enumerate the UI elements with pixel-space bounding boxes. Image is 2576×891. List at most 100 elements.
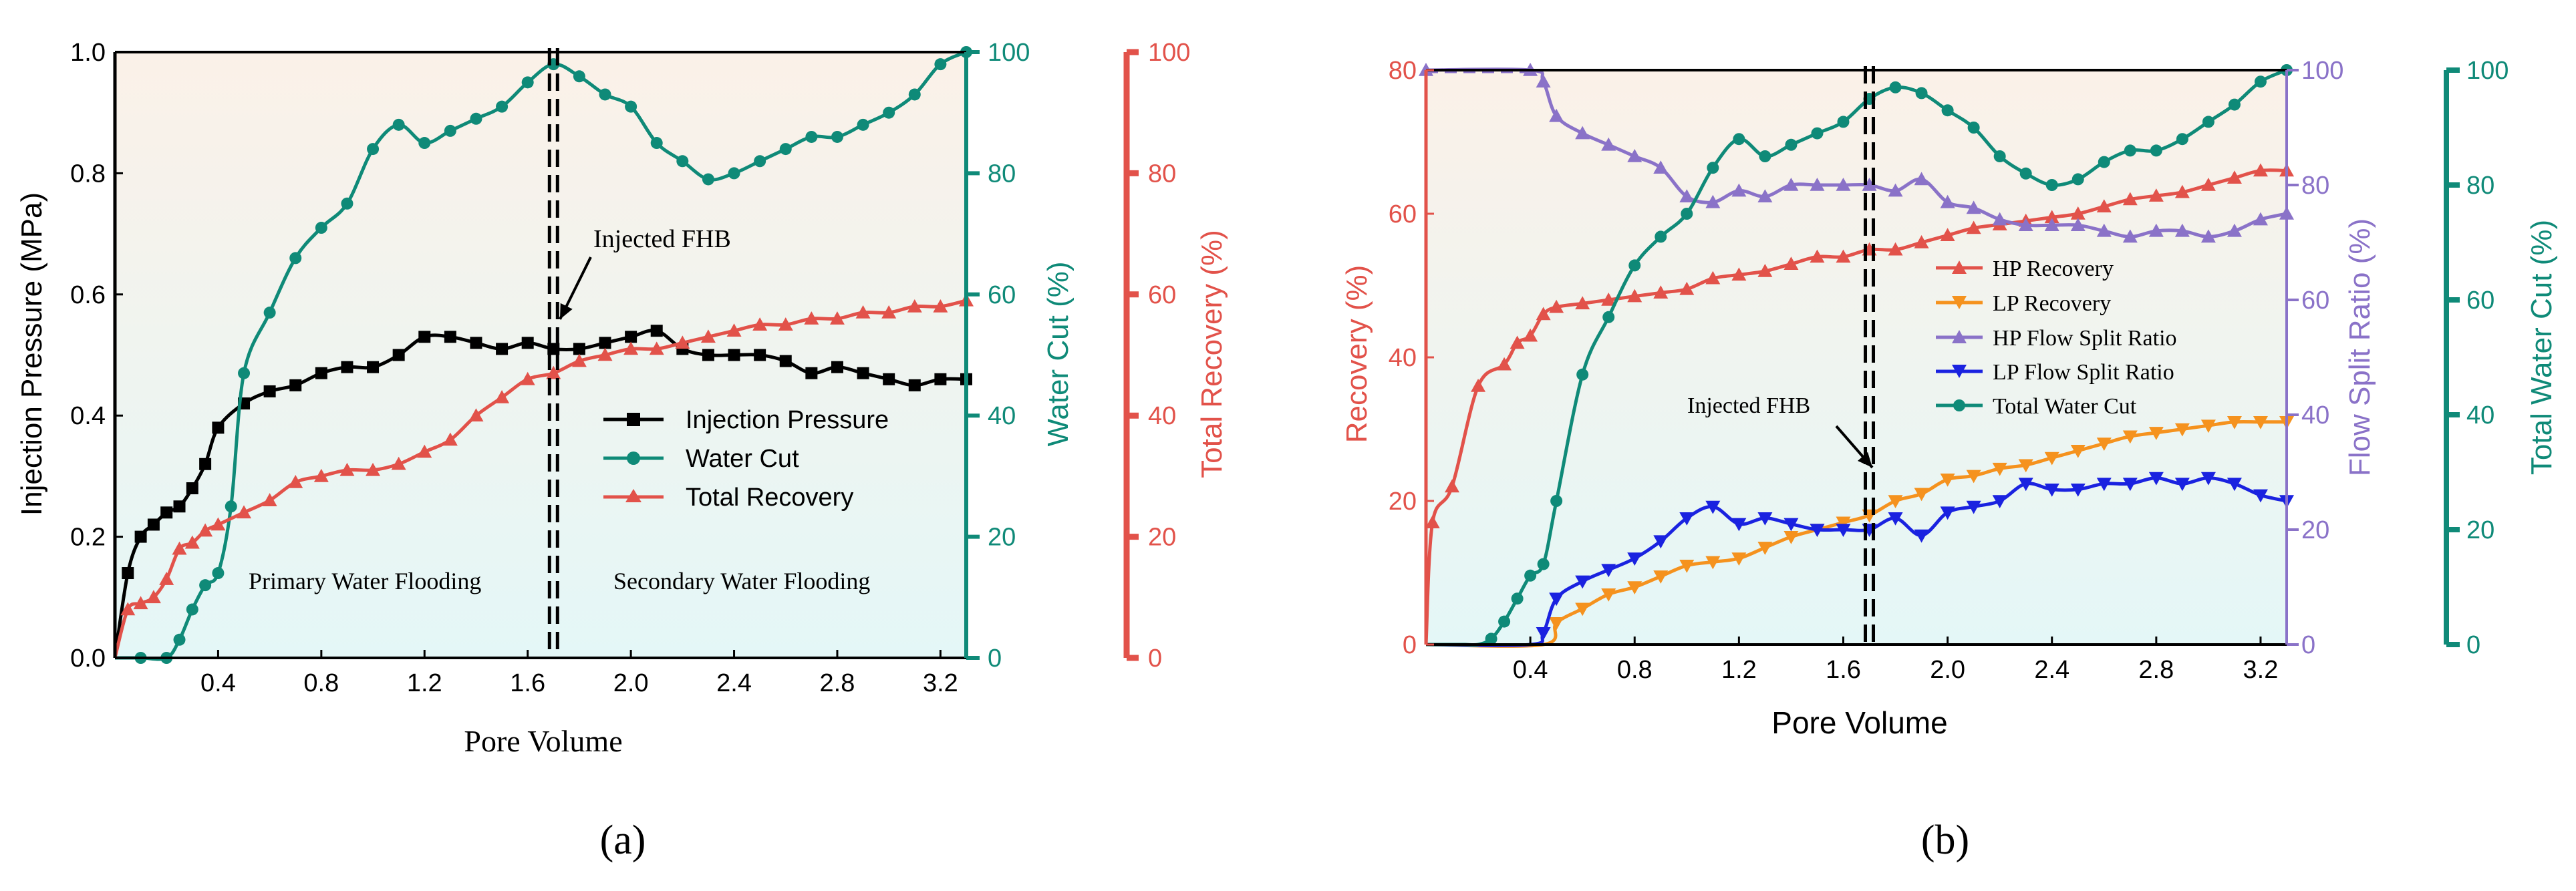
- total-recovery-tick-label: 0: [1148, 645, 1162, 673]
- data-point-water-cut: [315, 222, 327, 234]
- data-point-lp-recovery: [1836, 516, 1851, 530]
- data-point-total-recovery: [184, 535, 200, 549]
- data-point-total-recovery: [494, 389, 510, 403]
- data-point-total-water-cut: [2071, 173, 2084, 186]
- data-point-hp-recovery: [1445, 479, 1460, 493]
- data-point-hp-recovery: [2148, 188, 2164, 202]
- data-point-injection-pressure: [367, 361, 380, 373]
- data-point-hp-flow-split-ratio: [1810, 178, 1825, 191]
- data-point-total-recovery: [133, 596, 148, 610]
- data-point-hp-recovery: [2096, 199, 2112, 213]
- data-point-lp-recovery: [2148, 427, 2164, 440]
- data-point-total-recovery: [237, 505, 252, 519]
- panel-b-legend: HP Recovery LP Recovery HP Flow Split Ra…: [1936, 256, 2177, 419]
- data-point-total-water-cut: [2150, 144, 2162, 157]
- data-point-water-cut: [212, 567, 225, 580]
- data-point-hp-recovery: [1575, 296, 1590, 310]
- data-point-total-recovery: [198, 523, 213, 537]
- data-point-lp-flow-split-ratio: [1914, 529, 1929, 543]
- data-point-total-recovery: [675, 335, 690, 349]
- data-point-lp-flow-split-ratio: [1679, 512, 1695, 526]
- data-point-total-water-cut: [1733, 133, 1745, 146]
- data-point-total-recovery: [339, 462, 355, 476]
- data-point-lp-flow-split-ratio: [1731, 518, 1747, 532]
- data-point-hp-flow-split-ratio: [1536, 74, 1551, 87]
- data-point-total-recovery: [172, 541, 187, 555]
- data-point-injection-pressure: [754, 349, 766, 361]
- panel-b-annotations: [1835, 66, 1876, 645]
- water-cut-tick-label: 80: [988, 160, 1016, 188]
- data-point-injection-pressure: [908, 379, 921, 391]
- legend-label-lp-flow-split: LP Flow Split Ratio: [1993, 360, 2174, 385]
- water-cut-tick-label: 100: [988, 39, 1030, 67]
- total-water-cut-tick-label: 20: [2466, 516, 2494, 544]
- data-point-hp-recovery: [1549, 299, 1564, 313]
- data-point-injection-pressure: [728, 349, 740, 361]
- panel-a-axes: 0.4 0.8 1.2 1.6 2.0 2.4 2.8 3.2 0.0 0.2 0.4 0.6 0.8 1…: [70, 39, 1190, 697]
- data-point-injection-pressure: [392, 349, 405, 361]
- data-point-lp-flow-split-ratio: [2200, 472, 2216, 486]
- data-point-lp-flow-split-ratio: [1653, 535, 1669, 549]
- data-point-lp-flow-split-ratio: [2148, 472, 2164, 486]
- data-point-total-water-cut: [1889, 81, 1902, 94]
- panel-a-recovery-axis-label: Total Recovery (%): [1195, 230, 1228, 478]
- total-recovery-tick-label: 20: [1148, 524, 1176, 552]
- data-point-injection-pressure: [289, 379, 302, 391]
- data-point-total-water-cut: [1785, 138, 1798, 151]
- data-point-injection-pressure: [599, 337, 611, 349]
- legend-item-total-recovery: Total Recovery: [603, 484, 853, 512]
- x-tick-label: 2.8: [820, 669, 855, 697]
- total-recovery-tick-label: 100: [1148, 39, 1190, 67]
- data-point-lp-flow-split-ratio: [1575, 575, 1590, 589]
- data-point-hp-flow-split-ratio: [1575, 126, 1590, 140]
- data-point-hp-flow-split-ratio: [1783, 178, 1799, 191]
- data-point-total-recovery: [391, 456, 406, 470]
- data-point-injection-pressure: [186, 482, 198, 495]
- data-point-total-recovery: [649, 341, 664, 355]
- data-point-injection-pressure: [122, 567, 134, 580]
- panel-a-arrow-label: Injected FHB: [593, 225, 731, 253]
- data-point-water-cut: [599, 88, 611, 101]
- data-point-lp-flow-split-ratio: [1810, 524, 1825, 537]
- left-tick-label: 1.0: [70, 39, 106, 67]
- data-point-hp-recovery: [2200, 178, 2216, 191]
- data-point-water-cut: [728, 167, 740, 180]
- data-point-lp-flow-split-ratio: [1627, 552, 1642, 566]
- data-point-total-recovery: [752, 317, 768, 331]
- data-point-total-water-cut: [2254, 75, 2267, 88]
- x-tick-label: 2.4: [2034, 656, 2069, 684]
- data-point-water-cut: [857, 118, 869, 131]
- data-point-hp-recovery: [1731, 267, 1747, 281]
- data-point-water-cut: [470, 112, 482, 125]
- total-water-cut-tick-label: 40: [2466, 401, 2494, 429]
- data-point-hp-flow-split-ratio: [1862, 178, 1877, 191]
- data-point-injection-pressure: [160, 506, 173, 519]
- left-tick-label: 0.4: [70, 402, 106, 430]
- data-point-hp-recovery: [2122, 192, 2138, 206]
- data-point-hp-recovery: [1601, 293, 1616, 306]
- data-point-total-recovery: [417, 444, 432, 458]
- data-point-injection-pressure: [573, 343, 585, 355]
- data-point-lp-recovery: [2044, 452, 2059, 466]
- series-line-hp-flow-split-ratio: [1425, 67, 2287, 238]
- total-water-cut-tick-label: 100: [2466, 57, 2509, 85]
- panel-a-label: (a): [600, 818, 646, 863]
- data-point-water-cut: [934, 58, 947, 71]
- flow-split-tick-label: 80: [2301, 172, 2329, 200]
- data-point-total-water-cut: [1941, 104, 1954, 117]
- data-point-hp-recovery: [1679, 281, 1695, 295]
- data-point-total-water-cut: [1550, 495, 1563, 507]
- x-tick-label: 2.8: [2138, 656, 2174, 684]
- legend-item-lp-recovery: LP Recovery: [1936, 291, 2111, 316]
- legend-item-hp-flow-split: HP Flow Split Ratio: [1936, 326, 2177, 351]
- data-point-hp-flow-split-ratio: [2122, 229, 2138, 243]
- data-point-hp-flow-split-ratio: [1966, 200, 1981, 214]
- data-point-lp-flow-split-ratio: [1888, 512, 1903, 526]
- data-point-injection-pressure: [805, 367, 818, 379]
- data-point-hp-flow-split-ratio: [1914, 172, 1929, 186]
- water-cut-tick-label: 20: [988, 524, 1016, 552]
- panel-a-water-cut-axis-label: Water Cut (%): [1042, 261, 1075, 446]
- data-point-water-cut: [676, 155, 689, 168]
- data-point-hp-recovery: [1510, 335, 1525, 349]
